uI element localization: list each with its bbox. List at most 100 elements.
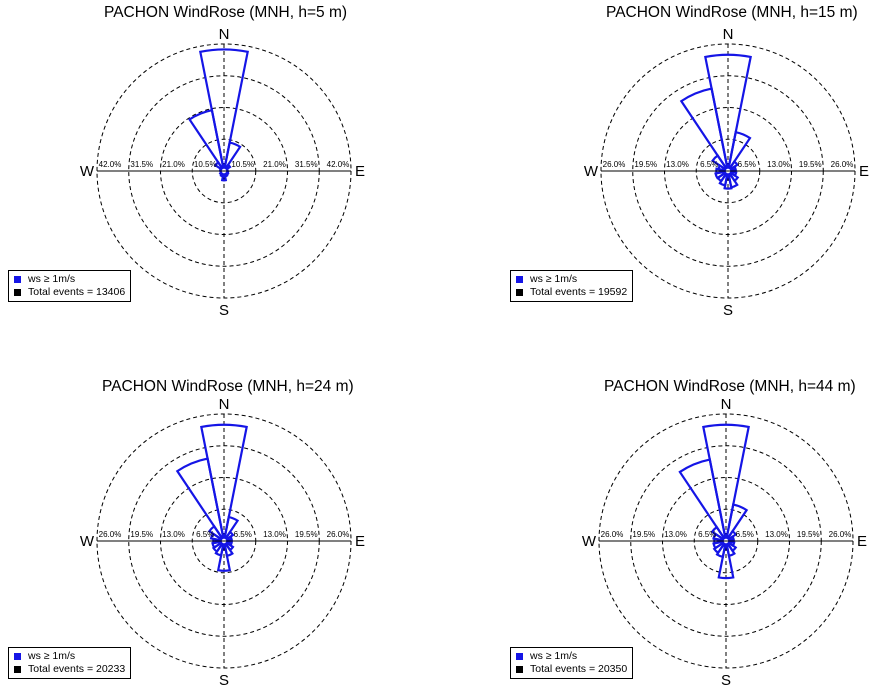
- chart-title: PACHON WindRose (MNH, h=24 m): [102, 378, 354, 395]
- ring-label: 10.5%: [194, 160, 217, 169]
- compass-label-w: W: [80, 533, 95, 550]
- ring-label: 42.0%: [327, 160, 350, 169]
- rose-petal: [175, 457, 226, 542]
- legend-swatch-series: [14, 653, 21, 660]
- rose-petal: [702, 423, 750, 542]
- legend-label-total: Total events = 20233: [28, 663, 126, 675]
- ring-label: 6.5%: [700, 160, 718, 169]
- rose-petal: [725, 529, 738, 542]
- compass-label-w: W: [582, 533, 597, 550]
- legend-swatch-series: [516, 276, 523, 283]
- chart-title: PACHON WindRose (MNH, h=44 m): [604, 378, 856, 395]
- legend-label-series: ws ≥ 1m/s: [28, 650, 76, 662]
- legend: ws ≥ 1m/s Total events = 20350: [510, 647, 634, 679]
- ring-label: 26.0%: [829, 530, 852, 539]
- legend: ws ≥ 1m/s Total events = 20233: [8, 647, 132, 679]
- rose-petal: [717, 540, 735, 580]
- rose-petal: [200, 423, 248, 542]
- ring-label: 26.0%: [831, 160, 854, 169]
- compass-label-w: W: [584, 163, 599, 180]
- ring-label: 19.5%: [799, 160, 822, 169]
- ring-label: 6.5%: [234, 530, 252, 539]
- ring-label: 21.0%: [263, 160, 286, 169]
- ring-label: 26.0%: [99, 530, 122, 539]
- compass-label-e: E: [859, 163, 869, 180]
- ring-label: 13.0%: [263, 530, 286, 539]
- compass-label-n: N: [723, 26, 734, 43]
- legend-item-series: ws ≥ 1m/s: [14, 650, 125, 663]
- windrose-panel-h5: PACHON WindRose (MNH, h=5 m) 10.5% 10.5% 2…: [0, 0, 440, 345]
- ring-label: 19.5%: [295, 530, 318, 539]
- legend-swatch-series: [14, 276, 21, 283]
- ring-label: 19.5%: [130, 530, 153, 539]
- ring-label: 13.0%: [162, 530, 185, 539]
- rose-petal: [704, 53, 752, 172]
- ring-label: 13.0%: [765, 530, 788, 539]
- compass-label-n: N: [219, 396, 230, 413]
- ring-label: 26.0%: [327, 530, 350, 539]
- ring-label: 13.0%: [767, 160, 790, 169]
- compass-label-s: S: [219, 672, 229, 689]
- windrose-plot: 10.5% 10.5% 21.0% 21.0% 31.5% 31.5% 42.0% 42.0%…: [80, 26, 365, 319]
- ring-label: 42.0%: [99, 160, 122, 169]
- rose-petal: [712, 540, 727, 555]
- legend: ws ≥ 1m/s Total events = 13406: [8, 270, 132, 302]
- legend-item-total: Total events = 20233: [14, 663, 125, 676]
- ring-label: 6.5%: [196, 530, 214, 539]
- ring-label: 6.5%: [736, 530, 754, 539]
- legend-item-total: Total events = 20350: [516, 663, 627, 676]
- rose-petal: [188, 108, 226, 172]
- ring-label: 19.5%: [632, 530, 655, 539]
- windrose-panel-h15: PACHON WindRose (MNH, h=15 m) 6.5% 6.5% 13…: [440, 0, 880, 345]
- rose-petal: [222, 515, 240, 542]
- windrose-panel-h24: PACHON WindRose (MNH, h=24 m) 6.5% 6.5% 13…: [0, 345, 440, 691]
- rose-petal: [679, 87, 730, 172]
- compass-label-e: E: [355, 163, 365, 180]
- legend-item-total: Total events = 19592: [516, 286, 627, 299]
- ring-label: 31.5%: [130, 160, 153, 169]
- rose-petal: [216, 540, 232, 572]
- windrose-plot: 6.5% 6.5% 13.0% 13.0% 19.5% 19.5% 26.0% 26.0% N S…: [582, 396, 867, 689]
- legend-swatch-series: [516, 653, 523, 660]
- windrose-panel-h44: PACHON WindRose (MNH, h=44 m) 6.5% 6.5% 13…: [440, 345, 880, 691]
- rose-petal: [220, 170, 228, 182]
- legend-swatch-total: [516, 666, 523, 673]
- legend-item-total: Total events = 13406: [14, 286, 125, 299]
- windrose-plot: 6.5% 6.5% 13.0% 13.0% 19.5% 19.5% 26.0% 26.0% N S…: [584, 26, 869, 319]
- rose-petal: [718, 170, 730, 187]
- windrose-plot: 6.5% 6.5% 13.0% 13.0% 19.5% 19.5% 26.0% 26.0% N S…: [80, 396, 365, 689]
- ring-label: 26.0%: [601, 530, 624, 539]
- legend-label-series: ws ≥ 1m/s: [530, 650, 578, 662]
- chart-title: PACHON WindRose (MNH, h=5 m): [104, 4, 348, 21]
- legend-item-series: ws ≥ 1m/s: [14, 273, 125, 286]
- compass-label-e: E: [857, 533, 867, 550]
- legend-item-series: ws ≥ 1m/s: [516, 273, 627, 286]
- ring-label: 21.0%: [162, 160, 185, 169]
- rose-petal: [198, 48, 250, 172]
- legend-label-total: Total events = 13406: [28, 286, 126, 298]
- compass-label-s: S: [723, 302, 733, 319]
- rose-petal: [724, 503, 749, 542]
- ring-label: 26.0%: [603, 160, 626, 169]
- ring-label: 31.5%: [295, 160, 318, 169]
- rose-petal: [726, 130, 752, 172]
- legend-swatch-total: [14, 289, 21, 296]
- chart-title: PACHON WindRose (MNH, h=15 m): [606, 4, 858, 21]
- legend-swatch-total: [14, 666, 21, 673]
- ring-label: 13.0%: [666, 160, 689, 169]
- ring-label: 10.5%: [231, 160, 254, 169]
- legend-label-total: Total events = 20350: [530, 663, 628, 675]
- legend-label-series: ws ≥ 1m/s: [530, 273, 578, 285]
- rose-petal: [727, 160, 739, 172]
- rose-petal: [214, 540, 226, 557]
- rose-petal: [715, 540, 728, 559]
- compass-label-s: S: [219, 302, 229, 319]
- legend: ws ≥ 1m/s Total events = 19592: [510, 270, 634, 302]
- legend-item-series: ws ≥ 1m/s: [516, 650, 627, 663]
- rose-petal: [723, 170, 733, 190]
- ring-label: 19.5%: [797, 530, 820, 539]
- compass-label-s: S: [721, 672, 731, 689]
- compass-label-e: E: [355, 533, 365, 550]
- rose-petal: [223, 163, 232, 172]
